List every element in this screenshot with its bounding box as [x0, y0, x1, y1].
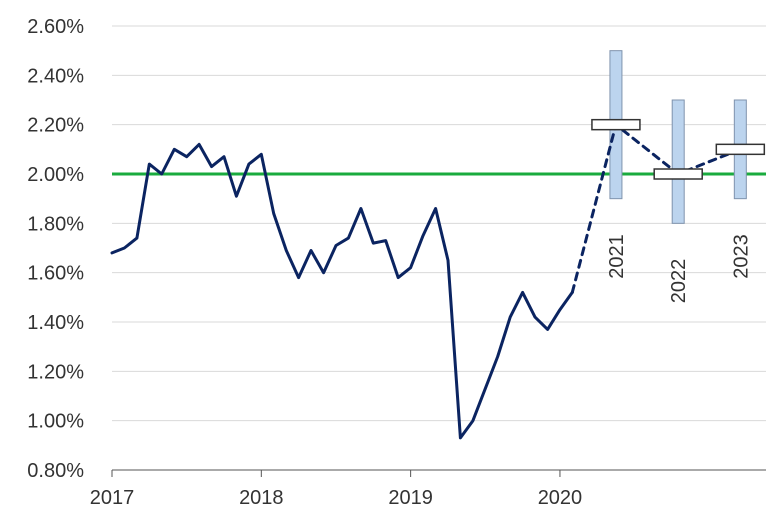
projection-medians [591, 118, 766, 180]
projection-year-label: 2021 [606, 234, 628, 279]
projection-median-marker [591, 118, 641, 131]
y-tick-label: 1.40% [27, 312, 84, 334]
y-tick-label: 2.00% [27, 164, 84, 186]
projection-year-label: 2023 [730, 234, 752, 279]
x-tick-label: 2018 [239, 487, 284, 509]
historical-line [110, 142, 574, 440]
projection-median-marker [653, 168, 703, 180]
series-lines [110, 123, 742, 440]
x-tick-label: 2017 [90, 487, 135, 509]
projection-dashed-line [570, 123, 742, 294]
y-tick-label: 1.20% [27, 361, 84, 383]
projection-year-label: 2022 [668, 259, 690, 304]
y-tick-label: 2.40% [27, 65, 84, 87]
y-tick-label: 2.60% [27, 16, 84, 38]
projection-range-bar [671, 99, 685, 224]
y-tick-label: 2.20% [27, 115, 84, 137]
y-tick-label: 1.80% [27, 213, 84, 235]
x-tick-label: 2020 [538, 487, 583, 509]
y-axis: 0.80% 1.00% 1.20% 1.40% 1.60% 1.80% 2.00% 2.20%… [27, 16, 84, 482]
projection-ranges [609, 50, 747, 224]
x-tick-label: 2019 [388, 487, 433, 509]
y-tick-label: 1.00% [27, 411, 84, 433]
projection-labels: 2021 2022 2023 [606, 234, 752, 303]
projection-median-marker [715, 143, 766, 156]
y-tick-label: 0.80% [27, 460, 84, 482]
y-tick-label: 1.60% [27, 263, 84, 285]
x-axis: 2017 2018 2019 2020 [90, 469, 766, 509]
